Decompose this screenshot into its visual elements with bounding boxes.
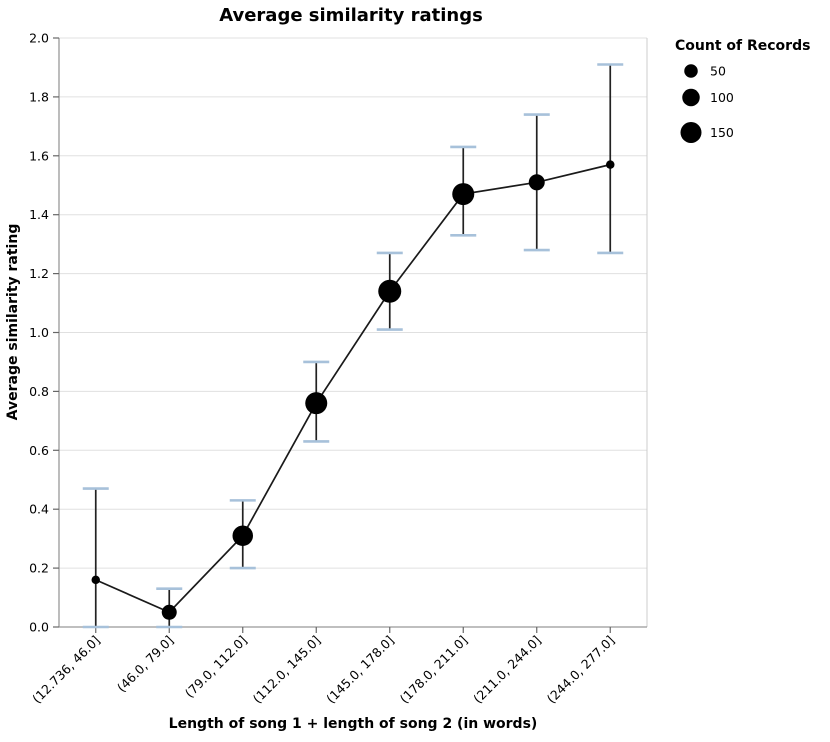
axes [53, 37, 648, 633]
chart-title: Average similarity ratings [219, 5, 483, 26]
trend-polyline [95, 163, 611, 614]
data-point [452, 183, 475, 206]
y-tick-label: 0.8 [29, 384, 49, 399]
x-tick-label: (112.0, 145.0] [250, 633, 324, 707]
y-tick-label: 2.0 [29, 31, 49, 46]
data-point [305, 392, 328, 415]
legend-symbol [684, 64, 698, 78]
y-tick-label: 1.6 [29, 148, 49, 163]
legend-title: Count of Records [675, 38, 810, 54]
legend-symbol [682, 88, 700, 107]
x-tick-label: (79.0, 112.0] [182, 633, 250, 701]
y-tick-label: 0.0 [29, 620, 49, 635]
data-point [606, 160, 615, 169]
x-axis-tick-labels: (12.736, 46.0] (46.0, 79.0] (79.0, 112.0](… [29, 633, 617, 707]
data-point [232, 525, 253, 546]
x-tick-label: (244.0, 277.0] [544, 633, 618, 707]
x-tick-label: (145.0, 178.0] [323, 633, 397, 707]
data-point [91, 575, 100, 585]
x-tick-label: (211.0, 244.0] [470, 633, 544, 707]
y-tick-label: 1.0 [29, 325, 49, 340]
y-axis-title: Average similarity rating [5, 224, 21, 421]
x-tick-label: (12.736, 46.0] [29, 633, 103, 707]
x-axis-title: Length of song 1 + length of song 2 (in … [169, 716, 538, 732]
legend-label: 50 [710, 64, 726, 79]
y-tick-label: 1.8 [29, 89, 49, 104]
y-tick-label: 0.2 [29, 561, 49, 576]
legend-symbol [680, 122, 702, 143]
y-tick-label: 1.4 [29, 207, 49, 222]
gridlines [59, 37, 647, 569]
x-tick-label: (46.0, 79.0] [114, 633, 176, 695]
legend-label: 150 [710, 125, 734, 140]
x-tick-label: (178.0, 211.0] [397, 633, 471, 707]
y-tick-label: 1.2 [29, 266, 49, 281]
data-point [161, 604, 177, 620]
data-point [378, 279, 402, 303]
trend-line [95, 163, 611, 614]
data-points [91, 160, 615, 620]
data-point [528, 174, 545, 191]
legend-label: 100 [710, 90, 734, 105]
y-tick-label: 0.6 [29, 443, 49, 458]
y-tick-label: 0.4 [29, 502, 49, 517]
legend: 50 100 150 [680, 64, 734, 143]
y-axis-tick-labels: 0.0 0.2 0.4 0.6 0.8 1.0 1.2 1.4 1.6 1.8 2.0 [29, 31, 49, 635]
